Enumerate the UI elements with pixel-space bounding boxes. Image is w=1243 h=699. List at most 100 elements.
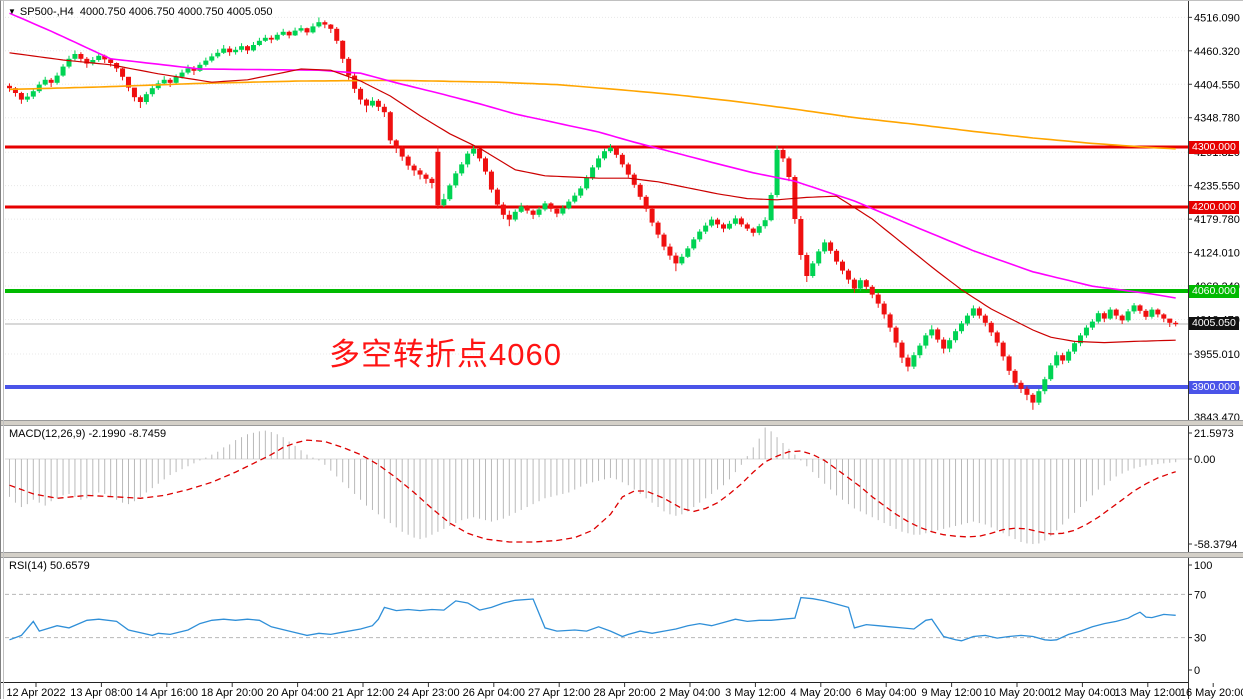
candle-body: [1060, 355, 1066, 361]
symbol-dropdown-icon[interactable]: ▼: [8, 7, 16, 16]
candle-body: [857, 280, 863, 289]
candle-body: [964, 315, 970, 324]
panel-separator-rsi[interactable]: [1, 552, 1243, 558]
candle-body: [548, 203, 554, 209]
candle-body: [268, 37, 274, 40]
candle-body: [1125, 311, 1131, 321]
candle-body: [411, 165, 417, 171]
candle-body: [1161, 314, 1167, 319]
candle-body: [274, 34, 280, 40]
rsi-axis-label: 100: [1194, 560, 1212, 572]
candle-body: [970, 308, 976, 316]
candle-body: [108, 59, 114, 63]
candle-body: [215, 52, 221, 57]
candle-body: [941, 339, 947, 349]
candle-body: [209, 56, 215, 61]
window-left-edge: [3, 1, 4, 699]
candle-body: [227, 48, 233, 53]
candle-body: [1167, 318, 1173, 323]
price-axis-label: 3955.010: [1194, 349, 1240, 361]
current-price-badge: 4005.050: [1189, 317, 1239, 330]
time-axis-label: 13 May 12:00: [1114, 687, 1181, 699]
candle-body: [869, 286, 875, 295]
panel-separator-macd[interactable]: [1, 420, 1243, 426]
time-axis-label: 13 Apr 08:00: [70, 687, 132, 699]
candle-body: [459, 164, 465, 174]
macd-indicator-label: MACD(12,26,9) -2.1990 -8.7459: [9, 428, 167, 440]
candle-body: [298, 28, 304, 31]
candle-body: [24, 96, 30, 100]
chart-annotation[interactable]: 多空转折点4060: [329, 337, 562, 372]
candle-body: [239, 46, 245, 50]
candle-body: [649, 208, 655, 223]
candle-body: [340, 40, 346, 59]
time-axis-label: 6 May 04:00: [856, 687, 917, 699]
candle-body: [780, 150, 786, 159]
candle-body: [875, 294, 881, 304]
candle-body: [48, 79, 54, 83]
candle-body: [768, 195, 774, 221]
candle-body: [1083, 327, 1089, 336]
candle-body: [631, 174, 637, 185]
candle-body: [250, 45, 256, 51]
candle-body: [1173, 322, 1179, 325]
candle-body: [203, 60, 209, 65]
candle-body: [619, 154, 625, 165]
candles-group: [7, 17, 1179, 410]
candle-body: [1000, 342, 1006, 357]
candle-body: [435, 151, 441, 206]
price-axis-label: 4179.780: [1194, 214, 1240, 226]
candle-body: [1054, 355, 1060, 366]
candle-body: [893, 327, 899, 343]
candle-body: [816, 251, 822, 264]
candle-body: [726, 223, 732, 229]
candle-body: [30, 91, 36, 97]
ohlc-readout: 4000.750 4006.750 4000.750 4005.050: [79, 6, 273, 18]
candle-body: [1113, 309, 1119, 316]
time-axis-label: 10 May 20:00: [984, 687, 1051, 699]
time-axis-label: 4 May 20:00: [791, 687, 852, 699]
candle-body: [1042, 379, 1048, 392]
candle-body: [572, 195, 578, 202]
time-axis-label: 12 Apr 2022: [6, 687, 65, 699]
candle-body: [762, 220, 768, 227]
candle-body: [477, 148, 483, 159]
candle-body: [679, 256, 685, 264]
candle-body: [1089, 321, 1095, 328]
candle-body: [54, 75, 60, 83]
candle-body: [280, 31, 286, 35]
macd-axis-label: 0.00: [1194, 454, 1215, 466]
candle-body: [429, 178, 435, 183]
candle-body: [447, 185, 453, 200]
candle-body: [1078, 335, 1083, 344]
candle-body: [721, 224, 726, 229]
candle-body: [143, 94, 149, 102]
candle-body: [750, 228, 756, 233]
candle-body: [518, 206, 524, 212]
candle-body: [1030, 394, 1036, 403]
time-axis-label: 21 Apr 12:00: [332, 687, 394, 699]
candle-body: [602, 151, 607, 159]
candle-body: [405, 156, 411, 166]
time-axis-label: 18 Apr 20:00: [201, 687, 263, 699]
candle-body: [1095, 313, 1101, 322]
candle-body: [471, 148, 477, 154]
candle-body: [322, 22, 328, 25]
candle-body: [310, 26, 316, 33]
candle-body: [453, 173, 459, 186]
candle-body: [1066, 351, 1072, 361]
candle-body: [1131, 305, 1137, 312]
candle-body: [804, 255, 810, 276]
candle-body: [304, 28, 310, 33]
candle-body: [929, 329, 935, 336]
candle-body: [221, 48, 227, 53]
candle-body: [126, 76, 131, 88]
candle-body: [774, 150, 780, 195]
candle-body: [732, 218, 738, 224]
time-axis-label: 12 May 04:00: [1049, 687, 1116, 699]
candle-body: [911, 355, 917, 367]
candle-body: [155, 83, 161, 89]
candle-body: [822, 242, 828, 252]
